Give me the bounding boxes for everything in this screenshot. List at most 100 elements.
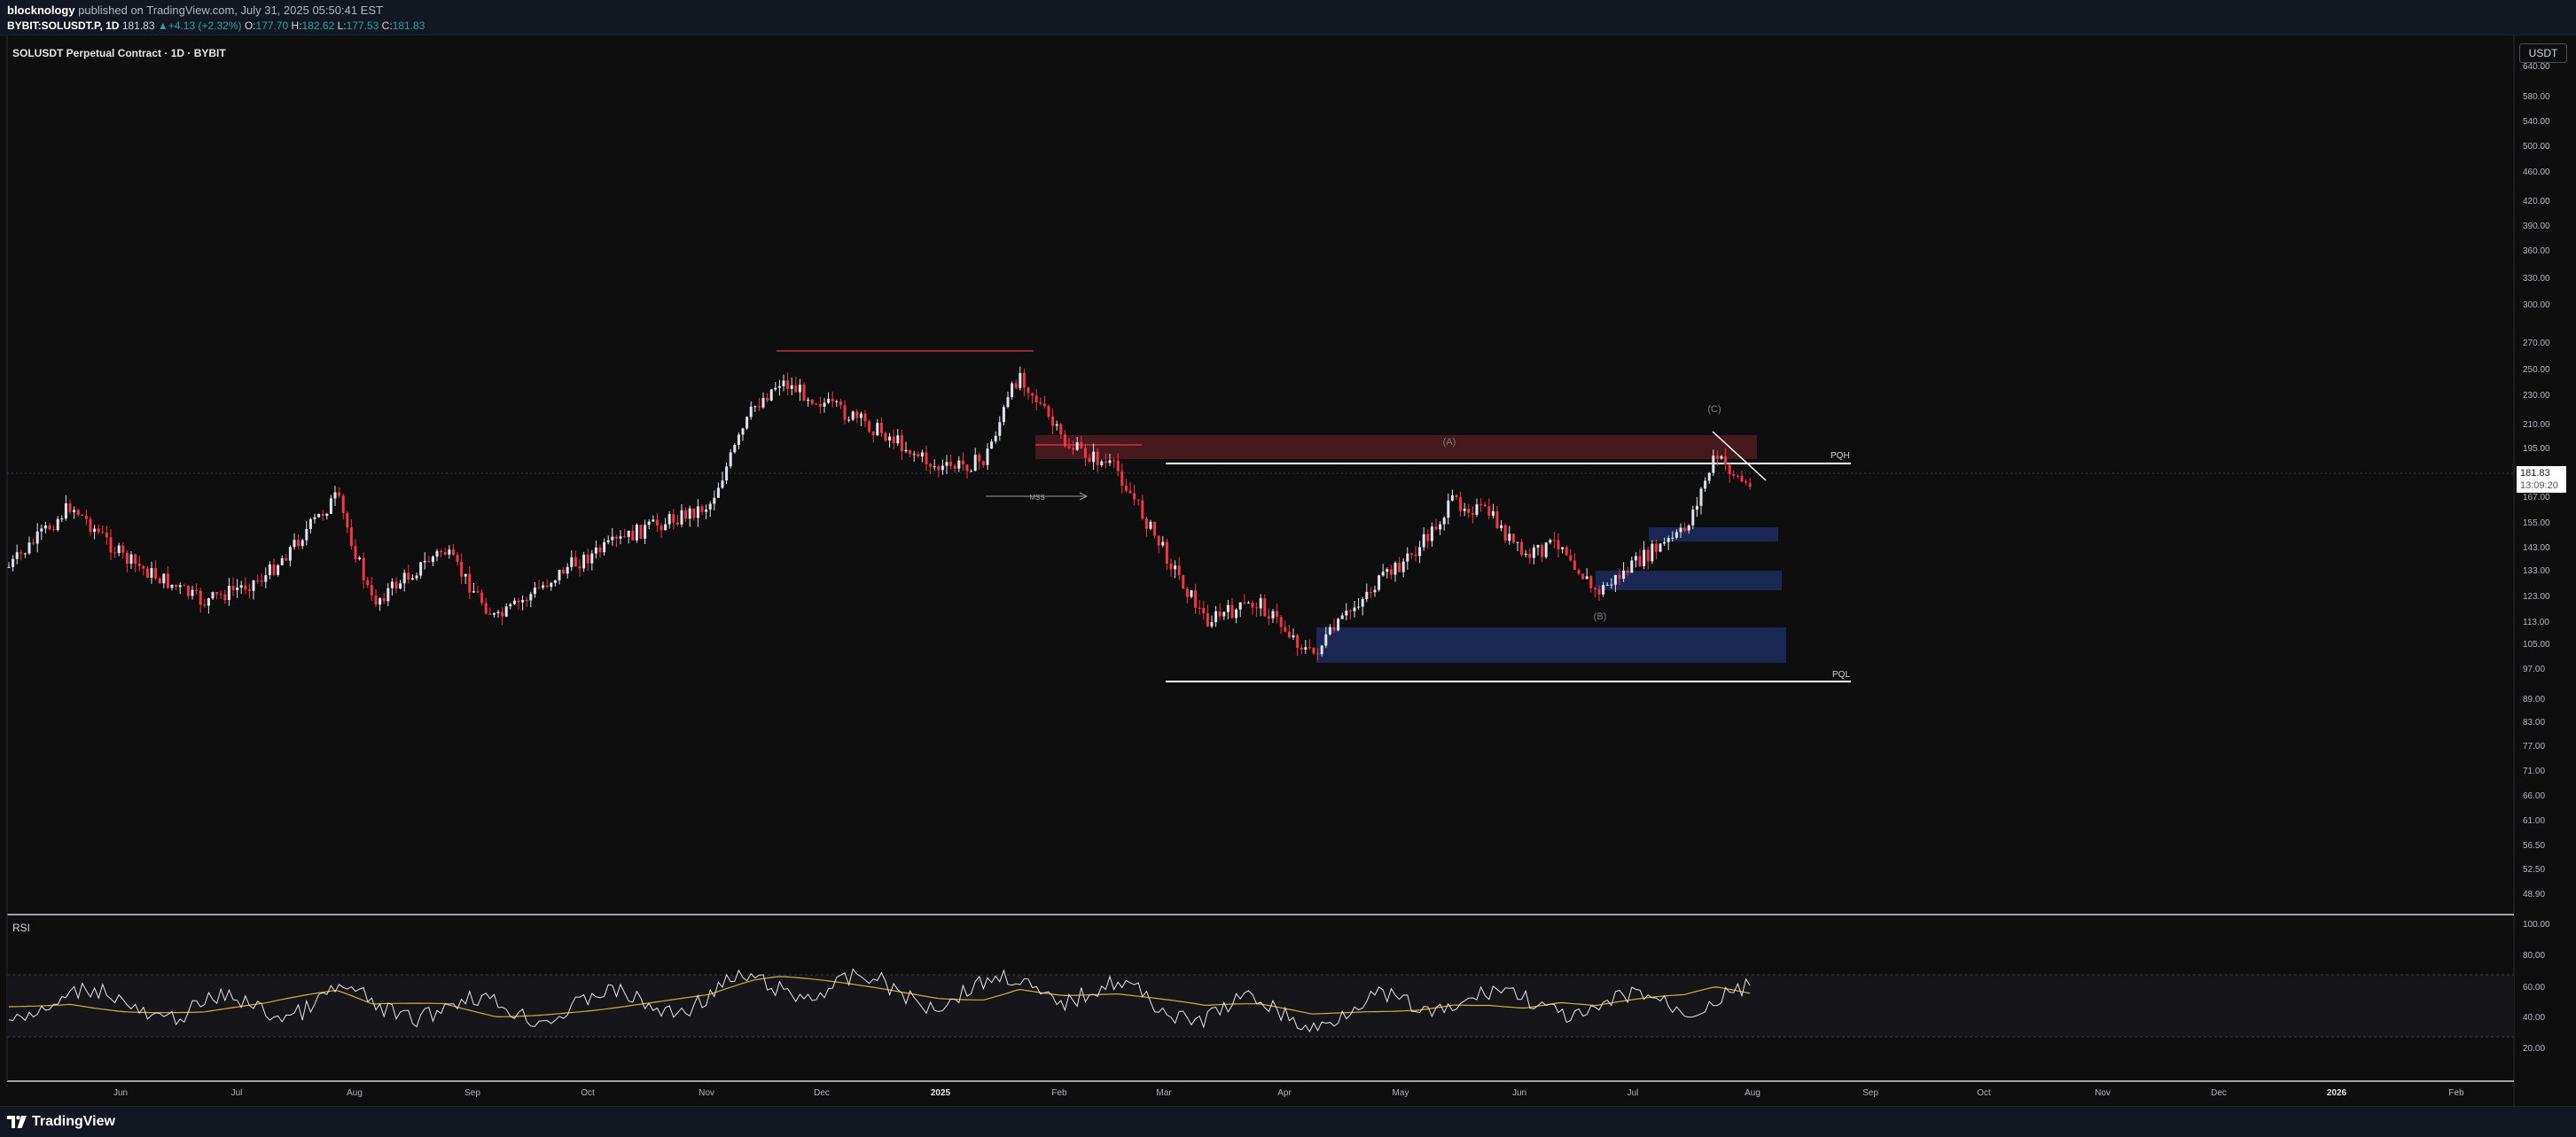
candle-body [1169, 563, 1173, 570]
pqh-label[interactable]: PQH [1831, 451, 1850, 461]
candle-body [435, 550, 439, 557]
candle-body [590, 553, 594, 564]
mss-arrow-icon [1079, 492, 1089, 501]
candle-body [1316, 653, 1320, 655]
candle-body [871, 432, 875, 436]
price-axis-label: 540.00 [2523, 117, 2550, 127]
candle-body [1128, 490, 1132, 494]
time-axis-label: Jul [231, 1088, 243, 1098]
candle-body [937, 466, 941, 471]
candle-body [1124, 485, 1128, 491]
candle-body [1198, 607, 1201, 609]
candle-body [818, 403, 822, 407]
candle-body [1724, 456, 1728, 465]
candle-body [1597, 588, 1601, 595]
candle-body [794, 385, 798, 393]
candle-body [1034, 395, 1038, 402]
candle-body [443, 552, 447, 555]
rsi-indicator-label[interactable]: RSI [12, 922, 31, 934]
candle-body [1704, 480, 1707, 489]
candle-body [1442, 518, 1446, 525]
rsi-pane[interactable] [7, 968, 2514, 1038]
candle-body [1674, 532, 1678, 538]
symbol-label[interactable]: BYBIT:SOLUSDT.P, 1D [7, 19, 120, 32]
candle-body [1022, 372, 1026, 388]
publisher-name[interactable]: blocknology [7, 4, 75, 17]
candle-body [994, 435, 997, 442]
chart-canvas[interactable]: 640.00 580.00 540.00 500.00 460.00 420.00 390.… [0, 35, 2576, 1106]
candle-body [1039, 401, 1042, 404]
candle-body [321, 513, 324, 517]
support-zone-3[interactable] [1316, 627, 1786, 663]
candle-body [142, 565, 145, 569]
candle-body [64, 503, 67, 519]
candle-body [1063, 434, 1066, 447]
candle-body [1096, 451, 1099, 465]
chart-area[interactable]: 640.00 580.00 540.00 500.00 460.00 420.00 390.… [0, 35, 2576, 1106]
price-axis-label: 420.00 [2523, 197, 2550, 206]
time-axis-label: Jul [1628, 1088, 1639, 1098]
low-label: L: [337, 19, 347, 32]
candlestick-series[interactable] [7, 366, 1752, 661]
brand[interactable]: TradingView [7, 1114, 115, 1130]
wave-b-label[interactable]: (B) [1594, 611, 1607, 622]
candle-body [20, 552, 23, 554]
candle-body [207, 598, 210, 606]
candle-body [1536, 544, 1540, 548]
candle-body [268, 564, 271, 576]
last-price: 181.83 [121, 19, 155, 32]
candle-body [464, 573, 467, 577]
candle-body [1613, 574, 1617, 585]
mss-label[interactable]: MSS [1029, 494, 1044, 502]
candle-body [1491, 510, 1495, 516]
pql-label[interactable]: PQL [1832, 670, 1850, 680]
rsi-line [8, 968, 1751, 1033]
candle-body [909, 449, 912, 455]
candle-body [40, 528, 43, 532]
candle-body [647, 521, 651, 526]
high-value: 182.62 [301, 19, 335, 32]
candle-body [427, 560, 431, 563]
trend-line[interactable] [1712, 431, 1767, 481]
footer-bar: TradingView [0, 1106, 2576, 1137]
candle-body [635, 525, 638, 541]
candle-body [1605, 584, 1609, 586]
candle-body [1422, 533, 1425, 548]
candle-body [1671, 537, 1674, 539]
candle-body [1544, 542, 1548, 557]
candle-body [1361, 598, 1364, 607]
candle-body [231, 585, 235, 590]
candle-body [1080, 442, 1083, 448]
rsi-axis-label: 100.00 [2523, 920, 2550, 930]
candle-body [1426, 533, 1430, 541]
price-axis-label: 105.00 [2523, 640, 2550, 650]
time-axis-label: Feb [1051, 1088, 1067, 1098]
candle-body [1279, 617, 1283, 627]
candle-body [1414, 555, 1417, 557]
candle-body [688, 508, 691, 519]
wave-a-label[interactable]: (A) [1443, 437, 1456, 448]
resistance-zone[interactable] [1035, 435, 1757, 459]
close-value: 181.83 [392, 19, 425, 32]
candle-body [1549, 540, 1552, 543]
candle-body [1577, 570, 1581, 574]
price-axis-label: 71.00 [2523, 767, 2545, 776]
currency-button[interactable]: USDT [2519, 43, 2567, 63]
candle-body [293, 540, 296, 548]
candle-body [965, 464, 969, 471]
candle-body [1720, 456, 1723, 459]
candle-body [32, 542, 35, 544]
candle-body [680, 510, 683, 525]
candle-body [879, 423, 883, 433]
rsi-axis-label: 80.00 [2523, 951, 2545, 961]
wave-c-label[interactable]: (C) [1707, 404, 1721, 415]
candle-body [517, 600, 520, 603]
candle-body [912, 454, 916, 456]
candle-body [1646, 549, 1650, 562]
candle-body [338, 492, 341, 496]
candle-body [1042, 403, 1046, 407]
support-zone-2[interactable] [1596, 571, 1782, 590]
candle-body [145, 568, 149, 578]
candle-body [390, 581, 394, 588]
candle-body [672, 514, 675, 523]
